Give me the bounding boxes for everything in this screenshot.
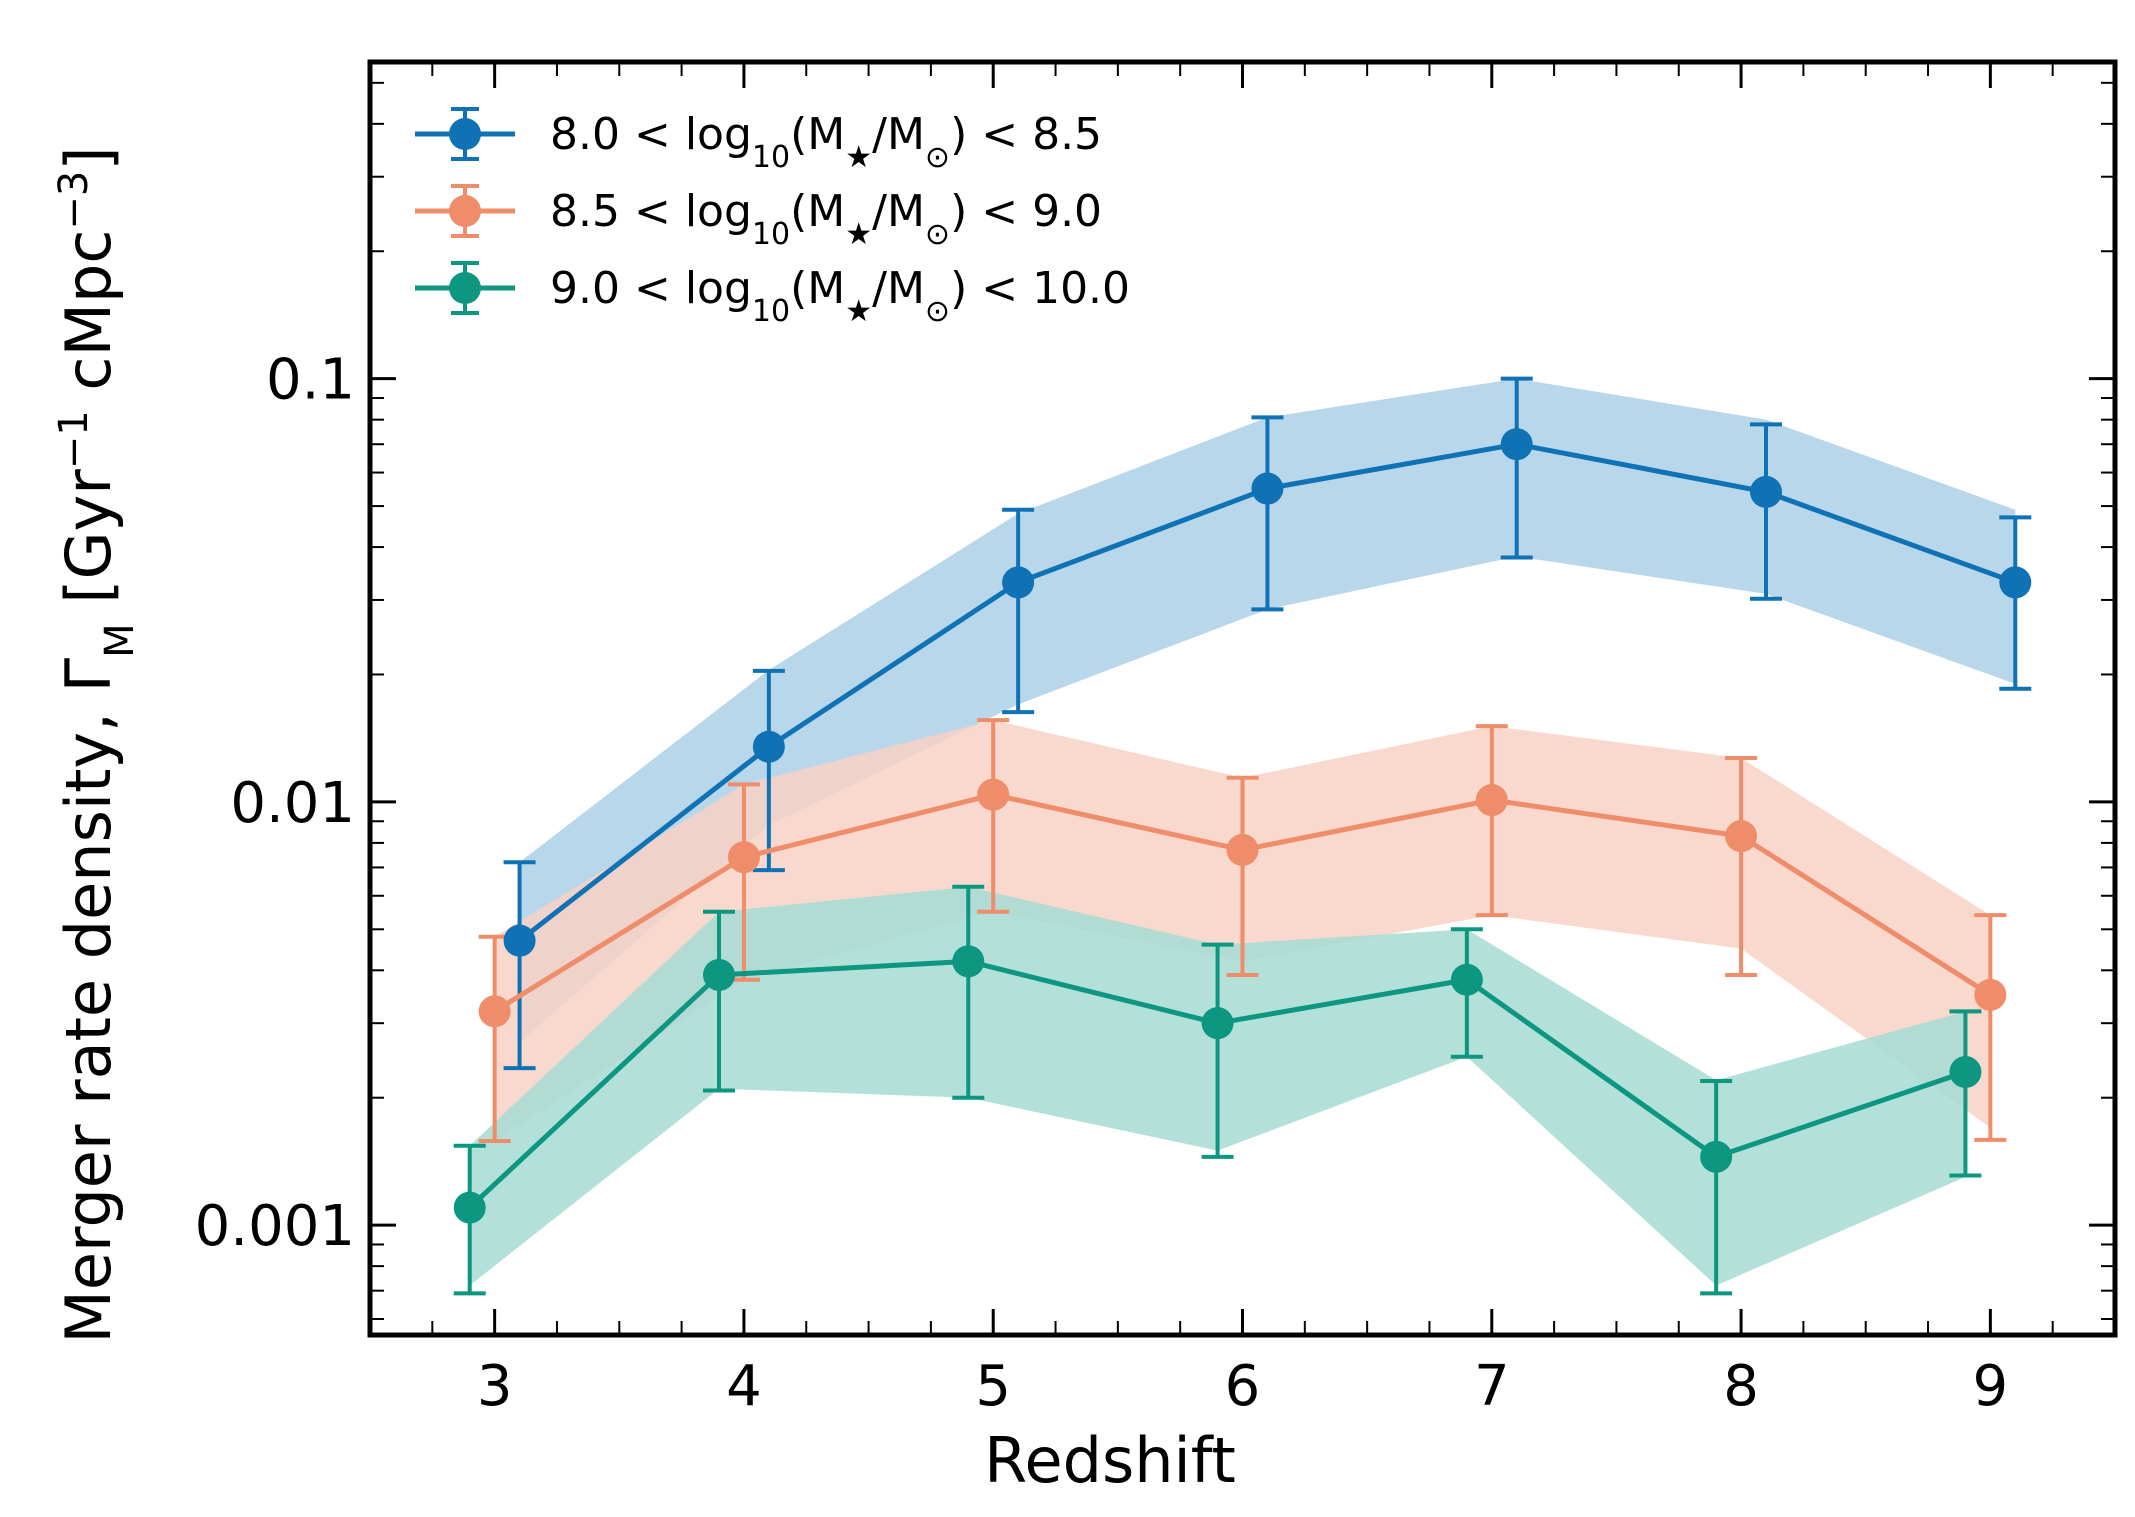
series-2-errorbar-2	[952, 884, 985, 1100]
legend-entry-0: 8.0 < log10(M★/M⊙) < 8.5	[415, 107, 1102, 175]
series-2-point-0	[453, 1191, 486, 1224]
series-1-point-0	[478, 995, 511, 1028]
series-2-point-1	[703, 958, 735, 991]
series-0-errorbar-2	[1002, 507, 1035, 715]
series-0-band	[519, 378, 2016, 1043]
series-0-point-2	[1002, 566, 1035, 599]
legend: 8.0 < log10(M★/M⊙) < 8.5 8.5 < log10(M★/M…	[415, 107, 1130, 329]
y-axis-title: Merger rate density, ΓM [Gyr−1 cMpc−3]	[51, 146, 143, 1343]
x-tick-label: 9	[1973, 1354, 2009, 1419]
series-2-point-3	[1201, 1007, 1234, 1040]
series-2-errorbar-6	[1949, 1009, 1982, 1178]
series-0-point-0	[503, 924, 536, 957]
series-1-point-2	[977, 778, 1010, 811]
legend-label: 9.0 < log10(M★/M⊙) < 10.0	[550, 263, 1130, 329]
legend-entry-1: 8.5 < log10(M★/M⊙) < 9.0	[415, 184, 1102, 252]
series-0-errorbar-0	[503, 860, 536, 1071]
x-tick-label: 6	[1225, 1354, 1261, 1419]
series-0-point-6	[1999, 566, 2032, 599]
series-2-point-2	[952, 945, 985, 978]
series-2-point-4	[1450, 963, 1483, 996]
series-1-point-5	[1725, 820, 1758, 853]
x-tick-label: 8	[1723, 1354, 1759, 1419]
series-0-errorbar-6	[1999, 515, 2032, 691]
y-tick-label: 0.1	[266, 348, 355, 413]
series-1-errorbar-5	[1725, 755, 1758, 977]
x-tick-label: 7	[1474, 1354, 1510, 1419]
series-0-point-5	[1750, 475, 1782, 508]
tick-labels: 3 4 5 6 7 8 9 0.001 0.01 0.1	[195, 348, 2009, 1419]
series-1-point-3	[1226, 833, 1259, 866]
plot-frame	[367, 59, 2118, 1338]
legend-marker	[449, 272, 481, 304]
series-1-errorbar-6	[1974, 913, 2007, 1142]
series-1-errorbar-3	[1226, 775, 1259, 977]
legend-marker	[449, 195, 481, 227]
series-1-errorbar-2	[977, 718, 1010, 914]
x-tick-label: 4	[726, 1354, 762, 1419]
legend-label: 8.5 < log10(M★/M⊙) < 9.0	[550, 186, 1102, 252]
y-axis-title-group: Merger rate density, ΓM [Gyr−1 cMpc−3]	[51, 146, 143, 1343]
series-0-point-3	[1251, 472, 1284, 505]
x-axis-title: Redshift	[984, 1424, 1236, 1497]
series-0-point-4	[1500, 428, 1533, 461]
series-0-point-1	[752, 730, 785, 763]
x-tick-label: 5	[975, 1354, 1011, 1419]
y-tick-label: 0.01	[230, 771, 355, 836]
series-2-point-6	[1949, 1056, 1982, 1089]
series-1-point-1	[727, 841, 760, 874]
series-2-errorbar-3	[1201, 942, 1234, 1159]
series-2-errorbar-5	[1700, 1079, 1733, 1296]
series-1-errorbar-4	[1475, 724, 1508, 918]
legend-label: 8.0 < log10(M★/M⊙) < 8.5	[550, 109, 1102, 175]
data-points	[453, 428, 2032, 1224]
error-bars	[453, 376, 2032, 1296]
series-2-errorbar-1	[703, 909, 735, 1093]
legend-entry-2: 9.0 < log10(M★/M⊙) < 10.0	[415, 261, 1130, 329]
series-2-point-5	[1700, 1140, 1733, 1173]
legend-marker	[449, 118, 481, 150]
series-0-errorbar-5	[1750, 422, 1782, 601]
series-0-errorbar-4	[1500, 376, 1533, 560]
y-tick-label: 0.001	[195, 1194, 355, 1259]
series-0-errorbar-3	[1251, 415, 1284, 612]
series-0-errorbar-1	[752, 668, 785, 873]
x-tick-label: 3	[477, 1354, 513, 1419]
series-1-point-4	[1475, 784, 1508, 817]
series-1-point-6	[1974, 978, 2007, 1011]
